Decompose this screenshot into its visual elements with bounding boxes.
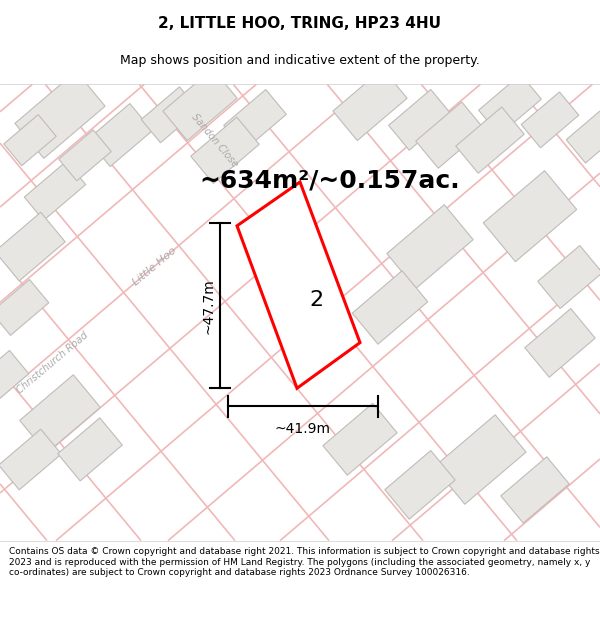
- Polygon shape: [224, 89, 286, 150]
- Text: Christchurch Road: Christchurch Road: [14, 331, 89, 396]
- Polygon shape: [456, 107, 524, 173]
- Polygon shape: [434, 415, 526, 504]
- Polygon shape: [0, 279, 49, 336]
- Polygon shape: [385, 451, 455, 519]
- Text: Contains OS data © Crown copyright and database right 2021. This information is : Contains OS data © Crown copyright and d…: [9, 548, 599, 577]
- Polygon shape: [88, 104, 152, 167]
- Polygon shape: [141, 87, 199, 142]
- Polygon shape: [352, 271, 428, 344]
- Polygon shape: [0, 429, 61, 490]
- Text: Sandon Close: Sandon Close: [190, 111, 240, 169]
- Polygon shape: [525, 309, 595, 378]
- Text: ~634m²/~0.157ac.: ~634m²/~0.157ac.: [200, 169, 460, 192]
- Polygon shape: [416, 102, 484, 168]
- Polygon shape: [333, 69, 407, 141]
- Polygon shape: [163, 69, 237, 141]
- Text: ~41.9m: ~41.9m: [275, 422, 331, 436]
- Polygon shape: [483, 171, 577, 262]
- Polygon shape: [323, 403, 397, 475]
- Text: Little Hoo: Little Hoo: [131, 246, 179, 288]
- Polygon shape: [24, 161, 86, 221]
- Polygon shape: [387, 204, 473, 289]
- Polygon shape: [191, 117, 259, 183]
- Polygon shape: [4, 114, 56, 166]
- Polygon shape: [15, 71, 105, 158]
- Polygon shape: [0, 213, 65, 281]
- Polygon shape: [389, 89, 451, 150]
- Text: ~47.7m: ~47.7m: [201, 278, 215, 334]
- Polygon shape: [58, 418, 122, 481]
- Polygon shape: [501, 457, 569, 523]
- Polygon shape: [237, 182, 360, 388]
- Polygon shape: [0, 351, 29, 406]
- Polygon shape: [521, 92, 579, 148]
- Polygon shape: [538, 246, 600, 309]
- Text: 2, LITTLE HOO, TRING, HP23 4HU: 2, LITTLE HOO, TRING, HP23 4HU: [158, 16, 442, 31]
- Text: Map shows position and indicative extent of the property.: Map shows position and indicative extent…: [120, 54, 480, 68]
- Polygon shape: [59, 130, 111, 181]
- Text: 2: 2: [310, 290, 323, 310]
- Polygon shape: [479, 74, 541, 135]
- Polygon shape: [566, 107, 600, 163]
- Polygon shape: [20, 375, 100, 453]
